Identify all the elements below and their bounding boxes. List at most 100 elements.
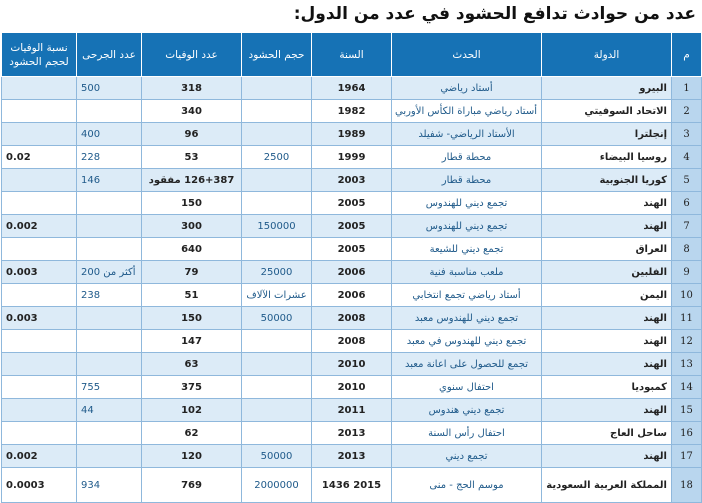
cell: المملكة العربية السعودية [541, 467, 672, 503]
cell: 238 [76, 283, 142, 307]
title: عدد من حوادث تدافع الحشود في عدد من الدو… [293, 4, 696, 24]
row: 5 كوريا الجنوبية محطة قطار 2003 126+387 مفقو… [1, 168, 702, 192]
cell: 0.002 [1, 444, 77, 468]
cell: 1982 [311, 99, 392, 123]
cell: 2000000 [241, 467, 312, 503]
cell: 0.02 [1, 145, 77, 169]
cell: 1999 [311, 145, 392, 169]
cell [241, 352, 312, 376]
cell [241, 398, 312, 422]
cell: 228 [76, 145, 142, 169]
cell: 2 [671, 99, 702, 123]
cell [241, 122, 312, 146]
cell: 640 [141, 237, 242, 261]
cell: 3 [671, 122, 702, 146]
cell: 4 [671, 145, 702, 169]
cell: 5 [671, 168, 702, 192]
cell: 14 [671, 375, 702, 399]
cell [76, 421, 142, 445]
cell: 500 [76, 76, 142, 100]
cell: 2008 [311, 329, 392, 353]
cell: 9 [671, 260, 702, 284]
cell: 1964 [311, 76, 392, 100]
row: 8 العراق تجمع ديني للشيعة 2005 640 [1, 237, 702, 261]
cell: 146 [76, 168, 142, 192]
cell [76, 237, 142, 261]
cell: محطة قطار [391, 145, 542, 169]
cell: تجمع ديني للشيعة [391, 237, 542, 261]
cell: تجمع ديني للهندوس [391, 214, 542, 238]
row: 3 إنجلترا الأستاد الرياضي- شفيلد 1989 96 400 [1, 122, 702, 146]
cell: إنجلترا [541, 122, 672, 146]
cell: 7 [671, 214, 702, 238]
cell [241, 237, 312, 261]
cell: 0.002 [1, 214, 77, 238]
cell: 16 [671, 421, 702, 445]
cell: تجمع للحصول على اعانة معبد [391, 352, 542, 376]
cell [76, 352, 142, 376]
cell [76, 306, 142, 330]
cell: 147 [141, 329, 242, 353]
column-header: الحدث [391, 32, 542, 77]
cell: الهند [541, 214, 672, 238]
cell: 11 [671, 306, 702, 330]
cell [241, 191, 312, 215]
row: 13 الهند تجمع للحصول على اعانة معبد 2010 63 [1, 352, 702, 376]
cell [1, 398, 77, 422]
row: 11 الهند تجمع ديني للهندوس معبد 2008 50000 15… [1, 306, 702, 330]
column-header: السنة [311, 32, 392, 77]
cell: 50000 [241, 306, 312, 330]
cell: 2005 [311, 214, 392, 238]
cell: الهند [541, 444, 672, 468]
cell [76, 214, 142, 238]
cell: 51 [141, 283, 242, 307]
cell [1, 76, 77, 100]
cell: ساحل العاج [541, 421, 672, 445]
row: 7 الهند تجمع ديني للهندوس 2005 150000 300 0.00… [1, 214, 702, 238]
cell [1, 99, 77, 123]
cell: 2006 [311, 283, 392, 307]
cell: 126+387 مفقود [141, 168, 242, 192]
cell [241, 168, 312, 192]
cell: 934 [76, 467, 142, 503]
column-header: حجم الحشود [241, 32, 312, 77]
cell: الهند [541, 398, 672, 422]
cell [1, 283, 77, 307]
cell: 15 [671, 398, 702, 422]
cell: 120 [141, 444, 242, 468]
cell: 769 [141, 467, 242, 503]
cell: تجمع ديني للهندوس معبد [391, 306, 542, 330]
column-header: عدد الوفيات [141, 32, 242, 77]
cell: 6 [671, 191, 702, 215]
cell: 2005 [311, 237, 392, 261]
cell: 2008 [311, 306, 392, 330]
row: 17 الهند تجمع ديني 2013 50000 120 0.002 [1, 444, 702, 468]
row: 2 الاتحاد السوفيتي أستاد رياضي مباراة الكأ… [1, 99, 702, 123]
cell: 2015 1436 [311, 467, 392, 503]
cell: 12 [671, 329, 702, 353]
cell: أستاد رياضي تجمع انتخابي [391, 283, 542, 307]
cell: الاتحاد السوفيتي [541, 99, 672, 123]
cell: عشرات الآلاف [241, 283, 312, 307]
cell: 0.003 [1, 306, 77, 330]
cell: 0.003 [1, 260, 77, 284]
cell: اليمن [541, 283, 672, 307]
cell: الهند [541, 191, 672, 215]
cell: 62 [141, 421, 242, 445]
cell: 318 [141, 76, 242, 100]
cell: الهند [541, 329, 672, 353]
cell: 50000 [241, 444, 312, 468]
cell [76, 99, 142, 123]
cell: 2500 [241, 145, 312, 169]
cell: 18 [671, 467, 702, 503]
cell: 8 [671, 237, 702, 261]
cell [1, 237, 77, 261]
cell: العراق [541, 237, 672, 261]
cell: 2013 [311, 421, 392, 445]
row: 9 الفلبين ملعب مناسبة فنية 2006 25000 79 أكثر … [1, 260, 702, 284]
cell: 0.0003 [1, 467, 77, 503]
cell: البيرو [541, 76, 672, 100]
cell: الأستاد الرياضي- شفيلد [391, 122, 542, 146]
